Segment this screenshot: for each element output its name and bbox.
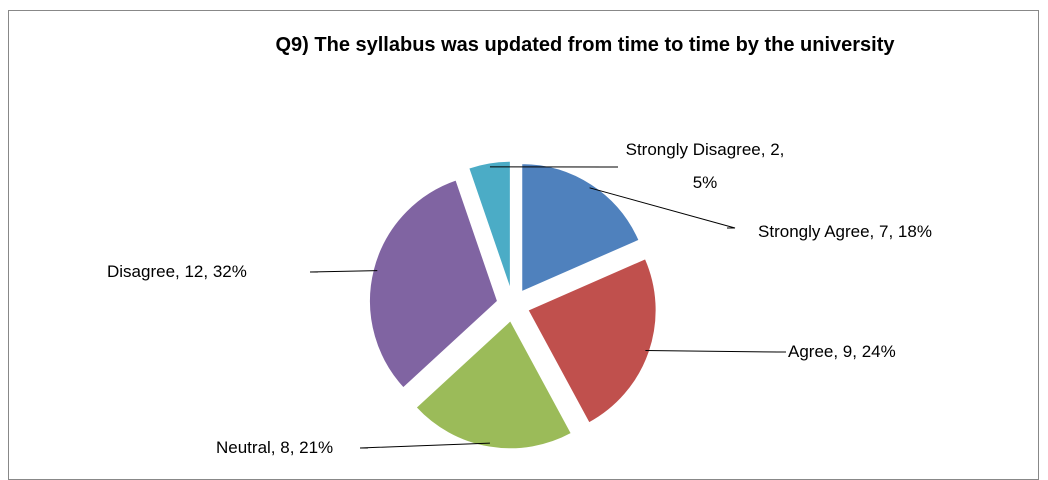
leader-line	[645, 350, 786, 352]
data-label: Disagree, 12, 32%	[107, 255, 327, 288]
data-label: Strongly Agree, 7, 18%	[735, 215, 955, 248]
data-label: Agree, 9, 24%	[788, 335, 988, 368]
data-label: Neutral, 8, 21%	[216, 431, 416, 464]
data-label: Strongly Disagree, 2, 5%	[615, 133, 795, 199]
